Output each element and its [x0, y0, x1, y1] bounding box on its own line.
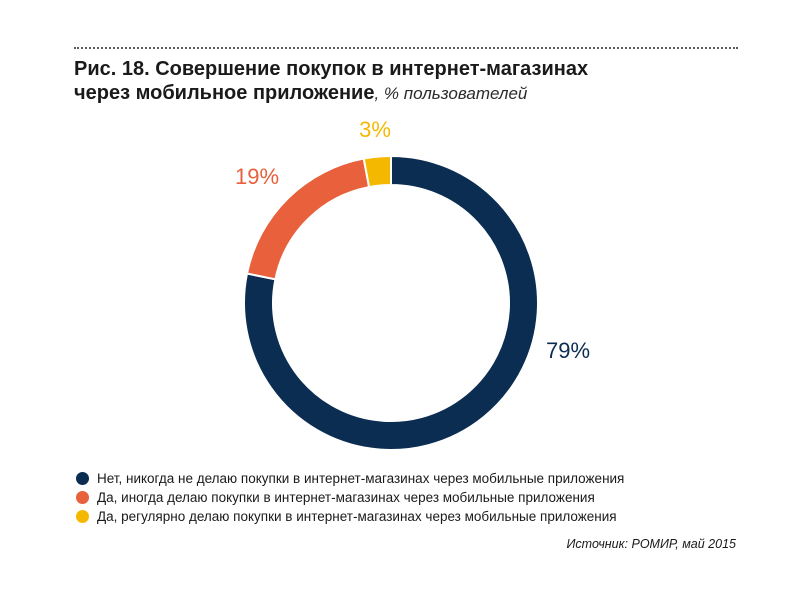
data-label-regularly: 3%	[359, 117, 391, 142]
chart-title-unit: , % пользователей	[374, 84, 528, 103]
legend-swatch-regularly	[76, 510, 89, 523]
legend-swatch-sometimes	[76, 491, 89, 504]
donut-slice-never	[243, 154, 539, 451]
legend-label-never: Нет, никогда не делаю покупки в интернет…	[97, 471, 625, 486]
legend-item-regularly: Да, регулярно делаю покупки в интернет-м…	[76, 507, 740, 526]
legend-swatch-never	[76, 472, 89, 485]
data-label-never: 79%	[546, 338, 590, 363]
chart-title-line2-wrap: через мобильное приложение, % пользовате…	[74, 81, 738, 106]
legend-item-never: Нет, никогда не делаю покупки в интернет…	[76, 469, 740, 488]
donut-slice-regularly	[362, 154, 392, 189]
chart-legend: Нет, никогда не делаю покупки в интернет…	[76, 469, 740, 526]
legend-label-regularly: Да, регулярно делаю покупки в интернет-м…	[97, 509, 617, 524]
legend-item-sometimes: Да, иногда делаю покупки в интернет-мага…	[76, 488, 740, 507]
data-label-sometimes: 19%	[235, 164, 279, 189]
legend-label-sometimes: Да, иногда делаю покупки в интернет-мага…	[97, 490, 595, 505]
chart-title: Рис. 18. Совершение покупок в интернет-м…	[74, 57, 738, 106]
chart-title-line1: Рис. 18. Совершение покупок в интернет-м…	[74, 58, 589, 80]
source-note: Источник: РОМИР, май 2015	[566, 537, 736, 551]
top-dotted-rule	[74, 47, 738, 49]
chart-title-line2: через мобильное приложение	[74, 82, 375, 104]
